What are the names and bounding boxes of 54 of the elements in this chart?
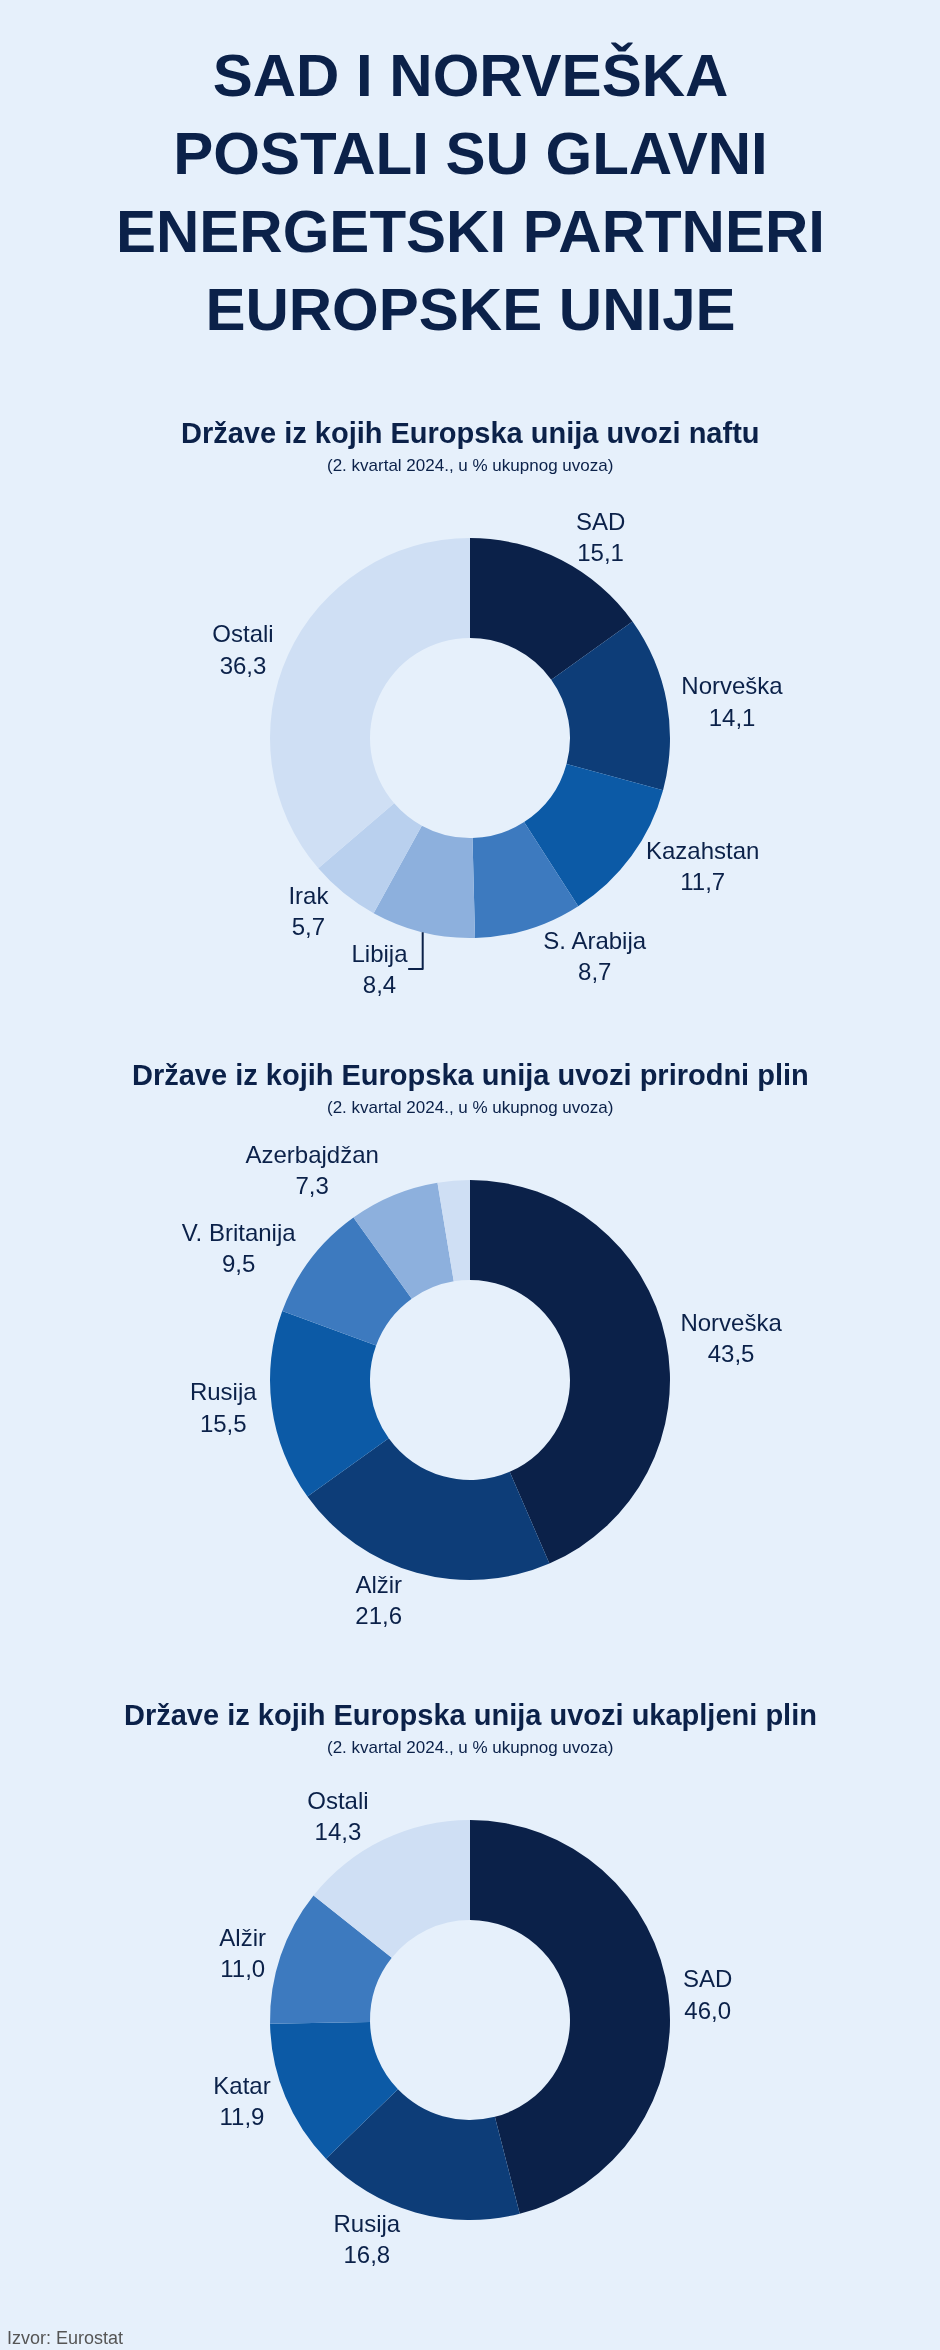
slice-label: Katar — [213, 2071, 271, 2099]
data-label: 21,6 — [355, 1601, 403, 1629]
donut-slice — [470, 1180, 670, 1564]
data-label: 36,3 — [219, 651, 267, 679]
data-label: 15,5 — [199, 1409, 247, 1437]
slice-label: SAD — [682, 1965, 733, 1993]
slice-label: Alžir — [355, 1570, 403, 1598]
text: SAD I NORVEŠKA POSTALI SU GLAVNI ENERGETSKI PARTNERI EUROPSKE UNIJE — [116, 42, 825, 343]
slice-label: Ostali — [212, 620, 274, 648]
slice-label: Norveška — [681, 672, 784, 700]
slice-label: Rusija — [189, 1378, 258, 1406]
slice-label: Libija — [351, 939, 409, 967]
slice-label: Norveška — [680, 1309, 783, 1337]
chart-title: Države iz kojih Europska unija uvozi naftu — [181, 417, 760, 449]
data-label: 11,7 — [680, 868, 726, 896]
slice-label: SAD — [575, 507, 626, 535]
donut-slice — [373, 825, 476, 938]
slice-label: Rusija — [333, 2210, 401, 2238]
text: Izvor: Eurostat — [7, 2328, 124, 2348]
slice-label: Irak — [288, 881, 330, 909]
data-label: 15,1 — [577, 539, 624, 567]
data-label: 9,5 — [222, 1250, 256, 1278]
donut-slice — [551, 621, 670, 791]
slice-label: Azerbajdžan — [245, 1141, 379, 1169]
slice-label: Alžir — [219, 1923, 267, 1951]
donut-slice — [470, 1820, 670, 2214]
donut-slice — [270, 1895, 392, 2024]
donut-slice — [470, 538, 633, 680]
donut-slice — [270, 538, 470, 869]
data-label: 11,0 — [220, 1954, 266, 1982]
donut-slice — [353, 1182, 454, 1299]
data-label: 14,3 — [314, 1818, 362, 1846]
chart-subtitle: (2. kvartal 2024., u % ukupnog uvoza) — [327, 1098, 614, 1117]
data-label: 46,0 — [684, 1996, 732, 2024]
chart-title: Države iz kojih Europska unija uvozi ukapljeni plin — [124, 1699, 817, 1731]
data-label: 43,5 — [707, 1340, 755, 1368]
data-label: 8,4 — [362, 971, 397, 999]
chart-title: Države iz kojih Europska unija uvozi prirodni plin — [132, 1059, 809, 1091]
data-label: 7,3 — [295, 1172, 329, 1200]
donut-slice — [270, 2021, 398, 2159]
slice-label: V. Britanija — [181, 1219, 297, 1247]
data-label: 14,1 — [708, 703, 756, 731]
donut-slice — [270, 1311, 389, 1497]
data-label: 5,7 — [291, 912, 326, 940]
data-label: 16,8 — [343, 2241, 391, 2269]
donut-slice — [313, 1820, 470, 1958]
donut-slice — [437, 1180, 470, 1282]
data-label: 8,7 — [578, 957, 612, 985]
data-label: 11,9 — [219, 2102, 265, 2130]
chart-subtitle: (2. kvartal 2024., u % ukupnog uvoza) — [327, 456, 614, 475]
chart-subtitle: (2. kvartal 2024., u % ukupnog uvoza) — [327, 1738, 614, 1757]
slice-label: Kazahstan — [645, 837, 760, 865]
slice-label: Ostali — [307, 1787, 369, 1815]
slice-label: S. Arabija — [543, 926, 647, 954]
